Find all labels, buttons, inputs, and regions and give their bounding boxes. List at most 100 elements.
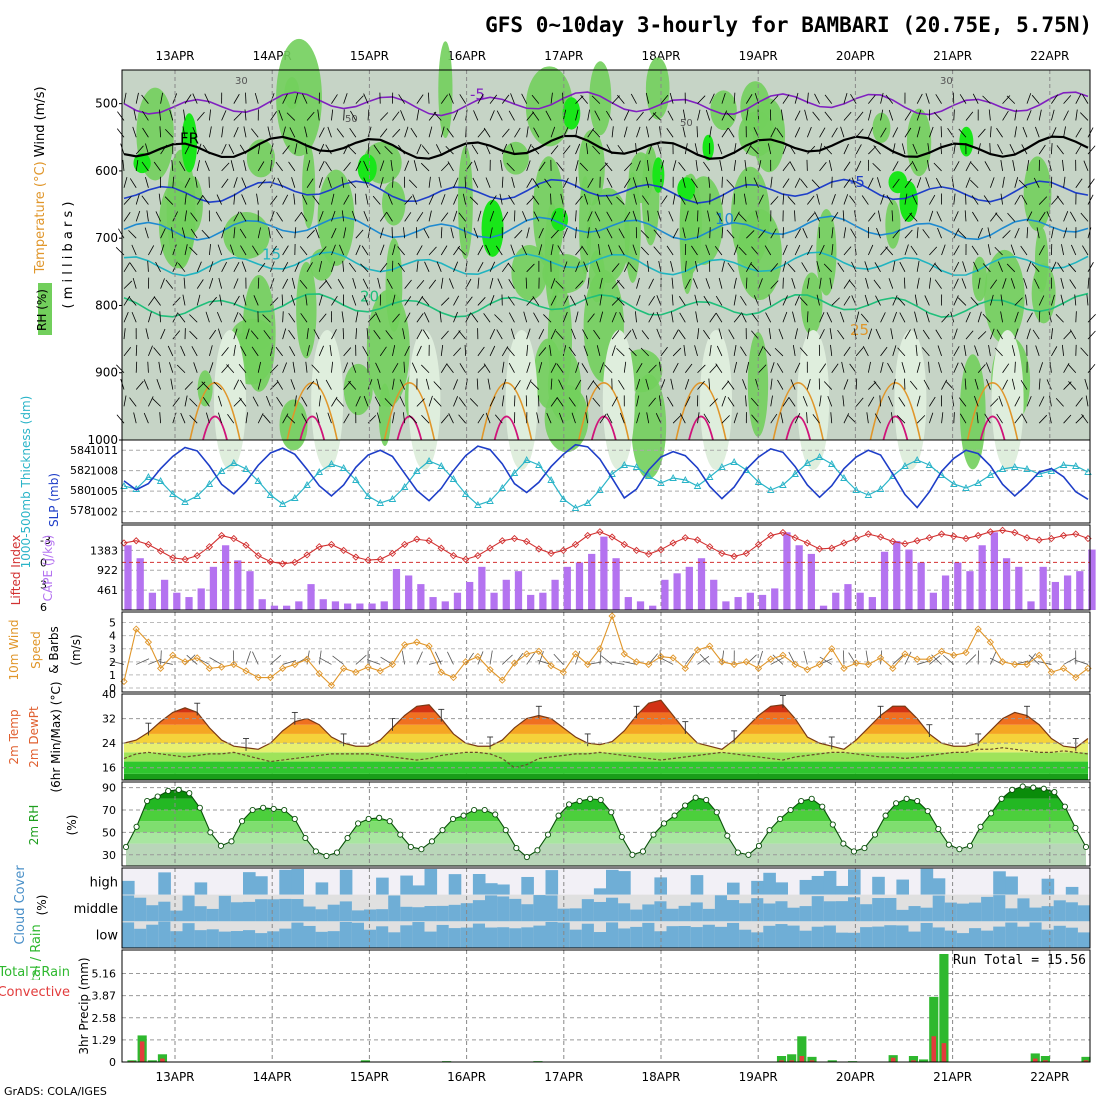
wind-barb: [446, 128, 454, 138]
cape-bar: [941, 575, 950, 610]
wind-barb: [880, 194, 885, 205]
wind-barb: [599, 277, 603, 289]
wind-barb: [331, 329, 337, 340]
lifted-index-point: [388, 549, 397, 558]
thickness-point: [254, 477, 262, 484]
wind-barb: [819, 143, 823, 155]
wind-barb: [636, 277, 640, 289]
rh-point: [1072, 824, 1079, 831]
wind-barb: [758, 650, 763, 665]
cape-tick-label: 922: [97, 564, 118, 577]
wind-barb: [709, 126, 712, 138]
thickness-point: [559, 495, 568, 502]
cloud-cell: [472, 923, 486, 948]
wind-barb: [575, 280, 584, 289]
wind-barb: [218, 277, 223, 289]
wind-barb: [471, 144, 479, 155]
cloud-cell: [920, 922, 934, 948]
wind-barb: [300, 313, 308, 323]
lifted-index-point: [254, 551, 262, 560]
thickness-point: [632, 463, 641, 470]
wind-barb: [617, 94, 625, 104]
axis-label: Lifted Index: [9, 535, 23, 606]
date-label: 19APR: [739, 1070, 778, 1084]
wind-barb: [787, 196, 796, 205]
wind-barb: [398, 94, 405, 104]
rh-point: [154, 793, 161, 800]
wind-barb: [758, 364, 767, 374]
wind-barb: [984, 413, 991, 424]
thickness-point: [1047, 467, 1056, 474]
rh-moist-area: [872, 112, 891, 143]
wind-barb: [974, 345, 979, 357]
lifted-index-point: [376, 555, 384, 563]
wind-barb: [311, 364, 320, 374]
wind-barb: [708, 176, 711, 188]
wind-barb: [855, 160, 862, 172]
cloud-cell: [860, 927, 873, 948]
wind-barb: [814, 93, 820, 104]
cloud-cell: [956, 933, 970, 948]
wind-barb: [501, 128, 510, 138]
wind-barb: [153, 296, 161, 306]
wind-speed-point: [779, 651, 787, 659]
precip-convective-bar: [1032, 1058, 1038, 1062]
rh-point: [249, 806, 256, 814]
wind-barb: [942, 654, 955, 665]
wind-barb: [440, 330, 449, 340]
wind-barb: [925, 177, 930, 188]
wind-barb: [294, 395, 297, 407]
rh-moist-area: [242, 274, 276, 392]
wind-barb: [987, 227, 991, 239]
wind-barb: [885, 246, 894, 256]
wind-barb: [1080, 212, 1089, 222]
wind-barb: [331, 228, 337, 239]
wind-barb: [705, 109, 711, 121]
wind-barb: [192, 127, 198, 138]
wind-barb: [597, 193, 601, 205]
wind-barb: [448, 93, 454, 104]
lifted-index-point: [596, 528, 604, 536]
wind-barb: [575, 362, 580, 373]
cloud-cell: [122, 895, 135, 922]
wind-speed-point: [327, 681, 336, 690]
rh-point: [1051, 789, 1058, 796]
cloud-cell: [848, 897, 861, 922]
lifted-index-point: [1023, 534, 1031, 542]
cloud-cell: [884, 898, 897, 922]
wind-barb: [880, 312, 886, 323]
wind-barb: [142, 110, 149, 121]
wind-barb: [763, 347, 772, 357]
cape-bar: [527, 594, 535, 610]
cloud-cell: [799, 930, 813, 948]
wind-speed-point: [401, 641, 409, 649]
wind-barb: [282, 126, 286, 138]
wind-barb: [159, 126, 162, 138]
wind-barb: [990, 398, 999, 407]
temperature-contour-30: [590, 415, 617, 441]
wind-barb: [623, 330, 632, 340]
wind-barb: [990, 328, 995, 340]
wind-barb: [1075, 178, 1083, 188]
wind-barb: [611, 95, 620, 104]
wind-barb: [843, 194, 849, 205]
temperature-contour-30: [396, 415, 423, 441]
wind-speed-point: [596, 645, 604, 653]
wind-barb: [953, 328, 958, 340]
wind-barb: [1026, 211, 1033, 222]
wind-barb: [257, 227, 261, 239]
wind-barb: [636, 294, 641, 306]
rh-point: [365, 815, 372, 823]
axis-label: & Barbs: [47, 626, 61, 674]
wind-barb: [807, 212, 815, 222]
wind-barb: [604, 364, 613, 374]
wind-barb: [1031, 94, 1040, 104]
cloud-cell: [545, 921, 559, 948]
wind-barb: [632, 210, 637, 222]
rh-contour-label: 50: [345, 114, 358, 125]
wind-speed-point: [291, 660, 299, 669]
precip-convective-label: Convective: [0, 985, 70, 1000]
wind-barb: [239, 397, 247, 407]
wind-barb: [331, 109, 334, 121]
cloud-cell: [872, 926, 885, 948]
